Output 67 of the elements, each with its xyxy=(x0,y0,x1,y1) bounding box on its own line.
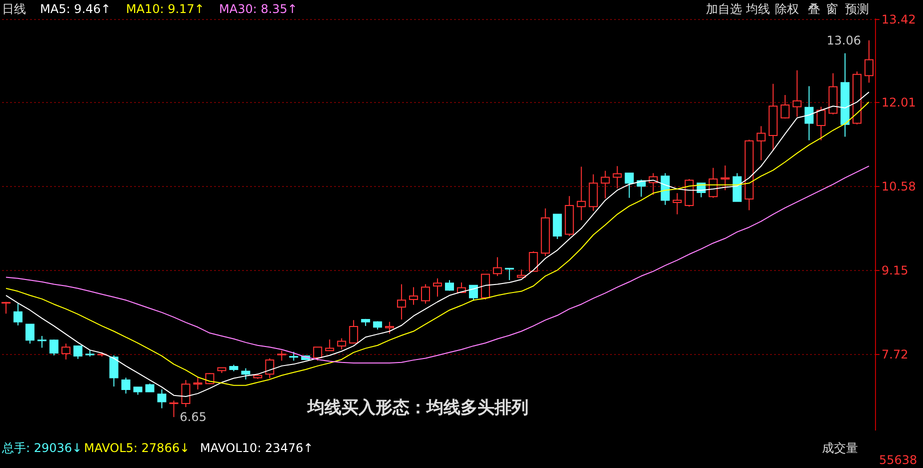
candlestick xyxy=(421,284,430,304)
candlestick xyxy=(576,166,586,221)
candlestick xyxy=(672,192,682,215)
candlestick xyxy=(181,380,190,408)
candlestick xyxy=(49,338,58,356)
candlestick xyxy=(504,268,514,281)
text: MA30: 8.35↑ xyxy=(219,2,298,16)
candlestick xyxy=(277,350,286,362)
text: 除权 xyxy=(775,2,799,16)
candlestick xyxy=(13,303,22,326)
candlestick xyxy=(25,324,34,344)
candlestick xyxy=(792,70,802,118)
y-tick-label: 9.15 xyxy=(882,264,908,278)
candlestick xyxy=(409,286,418,306)
text: 叠 xyxy=(808,2,820,16)
text: MA10: 9.17↑ xyxy=(126,2,204,16)
candlestick xyxy=(720,165,730,191)
candlestick xyxy=(61,343,70,360)
candlestick xyxy=(588,174,598,212)
candlestick xyxy=(73,345,82,360)
candlestick xyxy=(313,346,322,362)
candlestick xyxy=(864,40,874,84)
text: MAVOL5: 27866↓ xyxy=(84,441,190,455)
text: 55638 xyxy=(879,453,918,467)
candlestick xyxy=(397,284,406,320)
candlestick xyxy=(193,376,202,390)
annotation: 13.06 xyxy=(826,33,862,48)
candlestick xyxy=(121,377,130,394)
candlestick xyxy=(804,86,814,141)
candlestick xyxy=(265,358,274,379)
candlestick xyxy=(337,338,346,350)
candlestick xyxy=(624,172,634,198)
text: 预测 xyxy=(845,2,869,16)
candlestick xyxy=(780,94,790,119)
y-tick-label: 12.01 xyxy=(882,96,916,110)
y-tick-label: 7.72 xyxy=(882,348,908,362)
line-series xyxy=(5,166,870,364)
text: 日线 xyxy=(2,2,26,16)
candlestick xyxy=(325,338,334,352)
text: 成交量 xyxy=(822,441,858,455)
text: 总手: 29036↓ xyxy=(1,441,82,455)
candlestick xyxy=(816,106,826,141)
candlestick xyxy=(756,126,766,161)
text: MAVOL10: 23476↑ xyxy=(200,441,314,455)
candlestick xyxy=(169,400,178,418)
candlestick xyxy=(600,170,610,199)
annotation: 均线买入形态：均线多头排列 xyxy=(306,398,528,418)
candlestick xyxy=(492,256,502,277)
candlestick xyxy=(480,274,490,300)
candlestick xyxy=(157,388,166,409)
candlestick xyxy=(612,166,622,189)
candlestick xyxy=(385,321,394,334)
candlestick xyxy=(349,320,358,344)
candlestick xyxy=(433,278,442,298)
candlestick xyxy=(552,214,562,240)
candlestick xyxy=(241,368,250,380)
text: MA5: 9.46↑ xyxy=(40,2,111,16)
y-tick-label: 13.42 xyxy=(882,12,916,27)
text: 均线 xyxy=(745,2,770,16)
candlestick xyxy=(528,250,538,272)
annotation: 6.65 xyxy=(180,410,207,424)
candlestick xyxy=(109,354,118,388)
candlestick xyxy=(37,335,46,348)
text: 窗 xyxy=(826,2,838,16)
y-tick-label: 10.58 xyxy=(882,180,916,194)
text: 加自选 xyxy=(706,2,742,16)
candlestick xyxy=(468,284,478,302)
